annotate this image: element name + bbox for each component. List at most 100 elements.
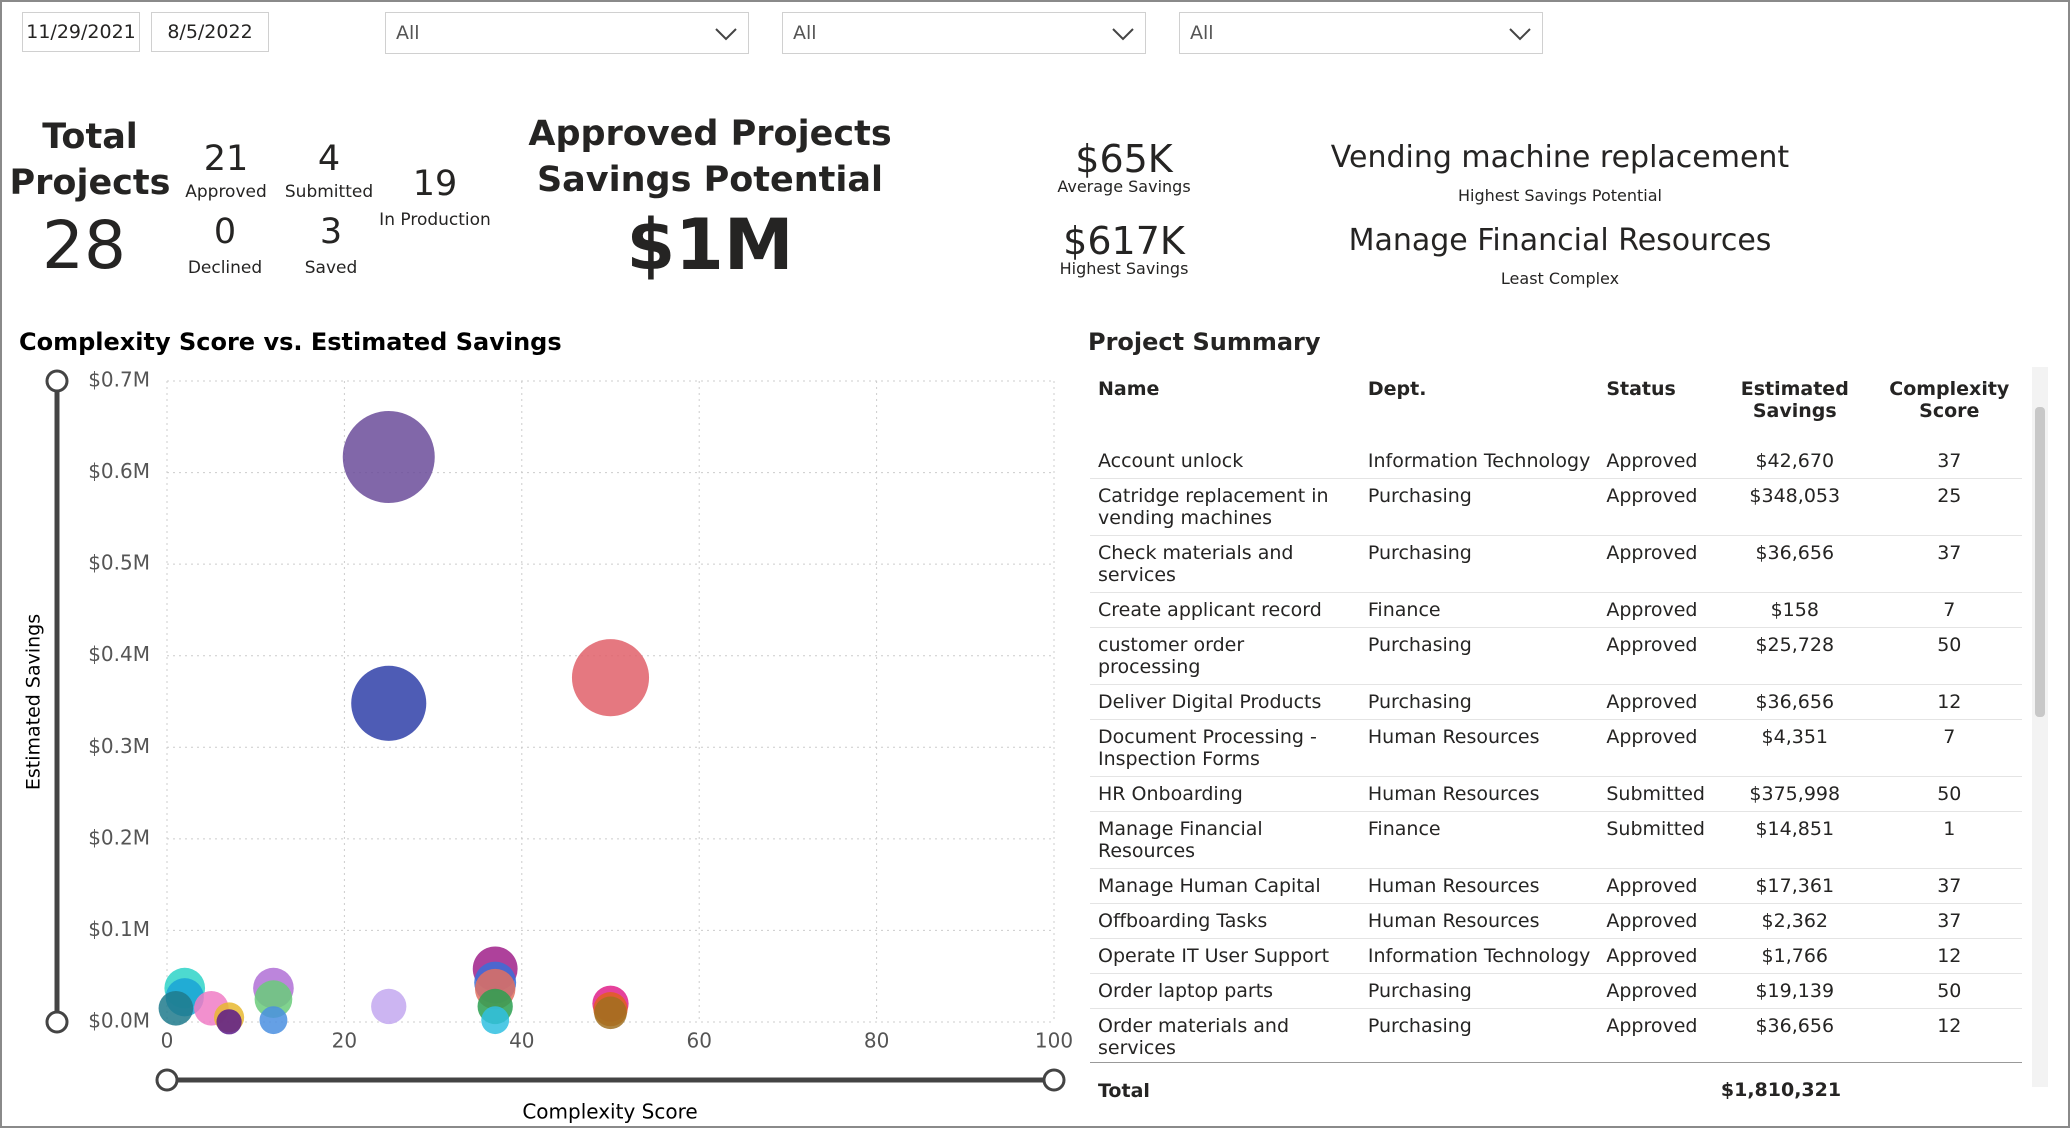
- table-cell: Approved: [1606, 542, 1698, 564]
- kpi-value: 21: [203, 139, 249, 179]
- bubble: [594, 996, 627, 1030]
- table-cell: Manage Financial Resources: [1098, 818, 1263, 862]
- table-row: customer order processing Purchasing Appro…: [1090, 628, 2022, 685]
- dropdown[interactable]: All: [385, 12, 749, 54]
- table-cell: 37: [1937, 875, 1962, 897]
- kpi-label: Least Complex: [1500, 269, 1620, 288]
- kpi-value: $617K: [1063, 219, 1185, 263]
- y-tick-label: $0.7M: [88, 368, 150, 392]
- dropdown[interactable]: All: [782, 12, 1146, 54]
- table-cell: Approved: [1606, 945, 1698, 967]
- table-cell: Account unlock: [1098, 450, 1244, 472]
- table-cell: 12: [1937, 691, 1962, 713]
- table-cell: Order laptop parts: [1098, 980, 1274, 1002]
- total-row: Total $1,810,321: [1090, 1062, 2022, 1102]
- table-cell: $2,362: [1761, 910, 1828, 932]
- dropdown-value: All: [396, 22, 420, 44]
- x-tick-label: 60: [686, 1029, 711, 1053]
- slider-handle[interactable]: [1042, 1068, 1066, 1092]
- slider-handle[interactable]: [45, 369, 69, 393]
- kpi-value: 28: [42, 207, 126, 284]
- kpi-label: In Production: [379, 210, 491, 230]
- y-axis-title: Estimated Savings: [23, 614, 45, 790]
- column-header: Estimated Savings: [1740, 378, 1849, 422]
- table-cell: Catridge replacement in vending machines: [1098, 485, 1329, 529]
- table-cell: Approved: [1606, 910, 1698, 932]
- bubble: [254, 980, 293, 1018]
- bubble: [158, 990, 194, 1026]
- column-header: Name: [1098, 378, 1160, 400]
- scrollbar[interactable]: [2032, 367, 2048, 1087]
- slider-handle[interactable]: [155, 1068, 179, 1092]
- kpi-value: Vending machine replacement: [1330, 140, 1790, 175]
- table-cell: Approved: [1606, 691, 1698, 713]
- kpi-value: 0: [213, 212, 237, 252]
- table-cell: Offboarding Tasks: [1098, 910, 1268, 932]
- scroll-thumb[interactable]: [2035, 407, 2045, 717]
- table-cell: $158: [1770, 599, 1819, 621]
- table-row: Order materials and services Purchasing Ap…: [1090, 1009, 2022, 1063]
- table-cell: Create applicant record: [1098, 599, 1322, 621]
- table-cell: Approved: [1606, 599, 1698, 621]
- table-cell: $348,053: [1749, 485, 1841, 507]
- bubble: [371, 988, 407, 1025]
- table-cell: 12: [1937, 945, 1962, 967]
- table-cell: 7: [1943, 726, 1956, 748]
- table-row: Account unlock Information Technology Appr…: [1090, 444, 2022, 479]
- y-tick-label: $0.1M: [88, 917, 150, 941]
- y-tick-label: $0.3M: [88, 734, 150, 758]
- table-cell: $1,766: [1761, 945, 1828, 967]
- kpi-value: 4: [317, 139, 341, 179]
- table-cell: Finance: [1367, 818, 1441, 840]
- table-row: Order laptop parts Purchasing Approved $19,…: [1090, 974, 2022, 1009]
- x-tick-label: 80: [864, 1029, 889, 1053]
- table-row: Document Processing - Inspection Forms Hu…: [1090, 720, 2022, 777]
- table-cell: $375,998: [1749, 783, 1841, 805]
- table-cell: $25,728: [1755, 634, 1835, 656]
- table-cell: 25: [1937, 485, 1962, 507]
- chart: Complexity Score vs. Estimated Savings E…: [19, 328, 1072, 1124]
- table-row: Offboarding Tasks Human Resources Approved…: [1090, 904, 2022, 939]
- x-tick-label: 0: [161, 1029, 174, 1053]
- table-cell: customer order processing: [1098, 634, 1245, 678]
- table-cell: Approved: [1606, 726, 1698, 748]
- dropdown-value: All: [793, 22, 817, 44]
- table-cell: Human Resources: [1367, 783, 1540, 805]
- table-cell: Purchasing: [1367, 1015, 1472, 1037]
- table-cell: 1: [1943, 818, 1956, 840]
- kpi-label: Highest Savings: [1059, 259, 1189, 278]
- table-row: Create applicant record Finance Approved $1…: [1090, 593, 2022, 628]
- table-cell: Manage Human Capital: [1098, 875, 1321, 897]
- table-cell: Operate IT User Support: [1098, 945, 1330, 967]
- table: Name Dept. Status Estimated Savings Complexi…: [1090, 372, 2022, 1062]
- kpi-value: $65K: [1075, 137, 1173, 181]
- table-row: Catridge replacement in vending machines…: [1090, 479, 2022, 536]
- kpi-label: Declined: [187, 258, 263, 278]
- table-cell: $42,670: [1755, 450, 1835, 472]
- y-tick-label: $0.0M: [88, 1009, 150, 1033]
- table-cell: Information Technology: [1367, 945, 1591, 967]
- table-cell: Approved: [1606, 980, 1698, 1002]
- table-cell: Submitted: [1606, 818, 1705, 840]
- arrow: [715, 28, 737, 41]
- slider-handle[interactable]: [45, 1010, 69, 1034]
- start-date[interactable]: 11/29/2021: [22, 12, 140, 52]
- x-axis-title: Complexity Score: [522, 1100, 697, 1124]
- column-header: Dept.: [1367, 378, 1427, 400]
- table-row: Manage Human Capital Human Resources Appro…: [1090, 869, 2022, 904]
- total-label: Total: [1098, 1080, 1150, 1102]
- table-cell: 37: [1937, 450, 1962, 472]
- dropdown[interactable]: All: [1179, 12, 1543, 54]
- table-cell: $4,351: [1761, 726, 1828, 748]
- table-cell: Order materials and services: [1098, 1015, 1290, 1059]
- dropdown-arrow: [1112, 28, 1134, 41]
- kpi-label: Saved: [304, 258, 358, 278]
- table-cell: 50: [1937, 634, 1962, 656]
- table-cell: Approved: [1606, 450, 1698, 472]
- table-row: Manage Financial Resources Finance Submitt…: [1090, 812, 2022, 869]
- table-cell: Approved: [1606, 875, 1698, 897]
- end-date[interactable]: 8/5/2022: [151, 12, 269, 52]
- table-cell: Purchasing: [1367, 634, 1472, 656]
- kpi-label: Approved Projects: [528, 114, 892, 154]
